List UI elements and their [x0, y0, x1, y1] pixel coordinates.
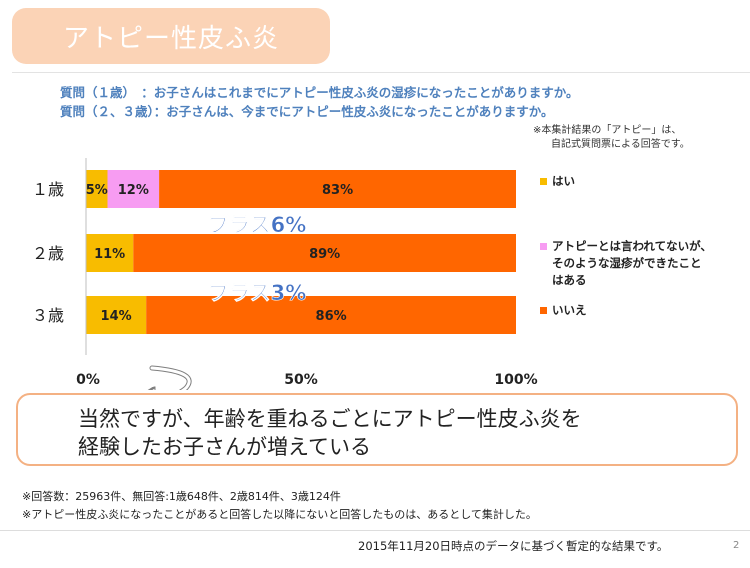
survey-note-line-2: 自記式質問票による回答です。	[551, 139, 690, 150]
conclusion-box: 当然ですが、年齢を重ねるごとにアトピー性皮ふ炎を 経験したお子さんが増えている	[16, 393, 738, 466]
page-number: 2	[733, 540, 740, 551]
bar-no-1	[159, 170, 516, 208]
survey-note-line-1: ※本集計結果の「アトピー」は、	[533, 125, 682, 136]
legend-label-mid-line-3: はある	[552, 273, 587, 287]
legend-label-no: いいえ	[552, 303, 587, 317]
footer-divider	[0, 530, 750, 531]
category-label-1: １歳	[32, 180, 64, 199]
bar-no-2	[133, 234, 517, 272]
data-label-no-2: 89%	[309, 247, 340, 262]
x-tick-label-2: 50%	[284, 372, 318, 388]
data-label-no-1: 83%	[322, 183, 353, 198]
slide-title: アトピー性皮ふ炎	[62, 23, 279, 54]
x-tick-label-3: 100%	[494, 372, 537, 388]
legend-swatch-yes	[540, 178, 547, 185]
bar-no-3	[146, 296, 516, 334]
question-2: 質問（２、３歳）：お子さんは、今までにアトピー性皮ふ炎になったことがありますか。	[60, 104, 554, 119]
category-label-2: ２歳	[32, 244, 64, 263]
data-label-yes-3: 14%	[101, 309, 132, 324]
legend-swatch-mid	[540, 243, 547, 250]
legend-label-mid-line-2: そのような湿疹ができたこと	[552, 256, 702, 270]
stacked-bar-chart: 5% 12% 83% 11% 89% 14% 86% １歳 ２歳 ３歳 0% 50% 100% プラ…	[32, 158, 538, 390]
bar-yes-2	[86, 234, 134, 272]
question-1: 質問（１歳） ：お子さんはこれまでにアトピー性皮ふ炎の湿疹になったことがあります…	[60, 85, 579, 100]
footer-disclaimer: 2015年11月20日時点のデータに基づく暫定的な結果です。	[358, 539, 669, 553]
increase-annotation-2: プラス3%	[208, 281, 306, 305]
legend-label-mid-line-1: アトピーとは言われてないが、	[552, 239, 712, 253]
bar-mid-1	[107, 170, 160, 208]
data-label-no-3: 86%	[316, 309, 347, 324]
category-label-3: ３歳	[32, 306, 64, 325]
increase-annotation-1: プラス6%	[208, 213, 306, 237]
bar-yes-3	[86, 296, 147, 334]
response-count-note: ※回答数：25963件、無回答:1歳648件、2歳814件、3歳124件	[22, 490, 341, 503]
bar-yes-1	[86, 170, 108, 208]
increase-arrow-1-to-2-outline	[142, 365, 192, 390]
increase-arrow-1-to-2	[150, 366, 191, 390]
legend-swatch-no	[540, 307, 547, 314]
slide-title-box: アトピー性皮ふ炎	[12, 8, 330, 64]
survey-note: ※本集計結果の「アトピー」は、 自記式質問票による回答です。	[533, 124, 690, 152]
legend-label-yes: はい	[552, 174, 575, 188]
aggregation-note: ※アトピー性皮ふ炎になったことがあると回答した以降にないと回答したものは、あると…	[22, 508, 537, 521]
data-label-yes-2: 11%	[94, 247, 125, 262]
title-divider	[12, 72, 750, 73]
conclusion-line-2: 経験したお子さんが増えている	[78, 435, 371, 459]
data-label-yes-1: 5%	[86, 183, 108, 198]
data-label-mid-1: 12%	[118, 183, 149, 198]
conclusion-line-1: 当然ですが、年齢を重ねるごとにアトピー性皮ふ炎を	[78, 407, 582, 431]
x-tick-label-1: 0%	[76, 372, 100, 388]
